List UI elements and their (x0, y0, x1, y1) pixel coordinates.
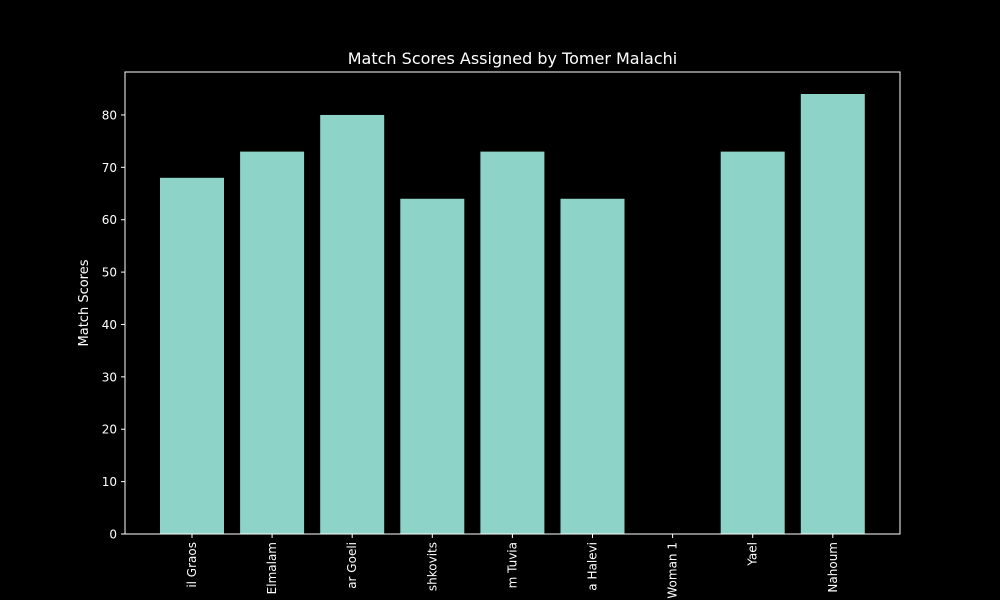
bar (160, 177, 224, 535)
y-axis-label: Match Scores (77, 259, 92, 346)
x-tick-label: Elmalam (265, 542, 279, 594)
x-tick-label: Yael (746, 542, 760, 567)
y-tick-label: 80 (102, 108, 117, 122)
bar (240, 151, 305, 534)
y-tick-label: 30 (102, 370, 117, 384)
y-tick-label: 60 (102, 213, 117, 227)
bar (720, 151, 785, 534)
bar (480, 151, 545, 534)
bar (800, 94, 865, 534)
bar (560, 198, 625, 534)
y-tick-label: 40 (102, 318, 117, 332)
x-tick-label: ar Goeli (345, 542, 359, 589)
y-tick-label: 0 (109, 528, 117, 542)
x-tick-label: Nahoum (826, 542, 840, 593)
x-axis: il Graos Elmalam ar Goeli shkovits m Tuvia a … (185, 534, 840, 599)
x-tick-label: shkovits (425, 542, 439, 591)
bars-group (160, 94, 865, 535)
y-tick-label: 20 (102, 423, 117, 437)
x-tick-label: Woman 1 (666, 542, 680, 599)
bar (400, 198, 465, 534)
y-tick-label: 50 (102, 266, 117, 280)
x-tick-label: a Halevi (586, 542, 600, 591)
y-axis: 0 10 20 30 40 50 60 70 80 (102, 108, 125, 542)
chart-title: Match Scores Assigned by Tomer Malachi (348, 49, 677, 68)
y-tick-label: 10 (102, 475, 117, 489)
bar (320, 114, 385, 534)
x-tick-label: m Tuvia (505, 542, 519, 588)
y-tick-label: 70 (102, 161, 117, 175)
x-tick-label: il Graos (185, 542, 199, 588)
